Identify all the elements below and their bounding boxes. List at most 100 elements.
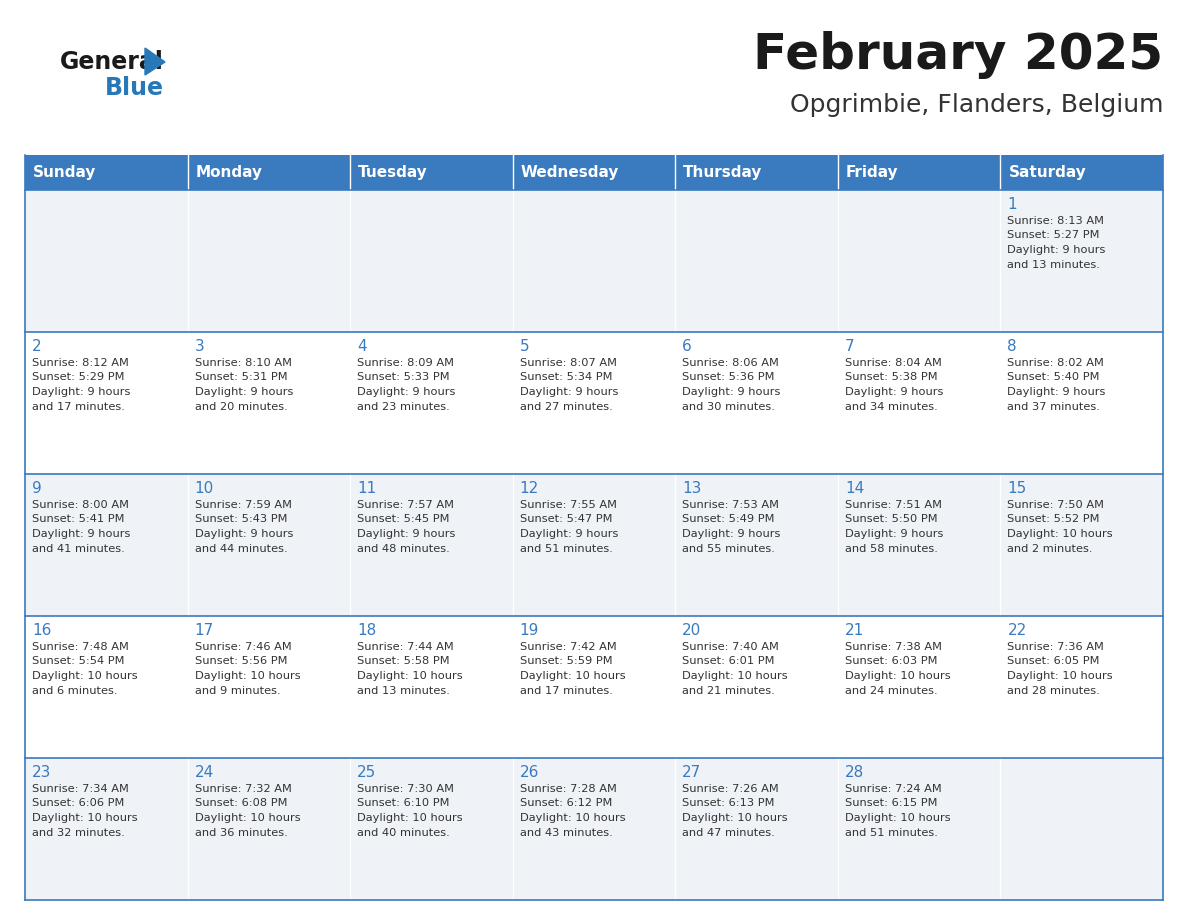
Text: Sunday: Sunday <box>33 165 96 180</box>
Text: Sunrise: 7:40 AM: Sunrise: 7:40 AM <box>682 642 779 652</box>
Text: Sunset: 5:59 PM: Sunset: 5:59 PM <box>519 656 612 666</box>
Text: Daylight: 10 hours: Daylight: 10 hours <box>358 671 463 681</box>
Text: and 20 minutes.: and 20 minutes. <box>195 401 287 411</box>
Text: Sunset: 6:05 PM: Sunset: 6:05 PM <box>1007 656 1100 666</box>
Text: Sunrise: 7:26 AM: Sunrise: 7:26 AM <box>682 784 779 794</box>
Text: Sunrise: 7:53 AM: Sunrise: 7:53 AM <box>682 500 779 510</box>
Text: and 6 minutes.: and 6 minutes. <box>32 686 118 696</box>
Text: Daylight: 10 hours: Daylight: 10 hours <box>682 813 788 823</box>
Text: Sunset: 5:41 PM: Sunset: 5:41 PM <box>32 514 125 524</box>
Text: Sunrise: 8:06 AM: Sunrise: 8:06 AM <box>682 358 779 368</box>
Text: Daylight: 10 hours: Daylight: 10 hours <box>1007 671 1113 681</box>
Text: and 36 minutes.: and 36 minutes. <box>195 827 287 837</box>
Text: 10: 10 <box>195 481 214 496</box>
Text: Sunrise: 7:59 AM: Sunrise: 7:59 AM <box>195 500 291 510</box>
Text: 28: 28 <box>845 765 864 780</box>
Text: Daylight: 9 hours: Daylight: 9 hours <box>1007 387 1106 397</box>
Text: Sunset: 6:01 PM: Sunset: 6:01 PM <box>682 656 775 666</box>
Text: and 44 minutes.: and 44 minutes. <box>195 543 287 554</box>
Text: Sunrise: 8:07 AM: Sunrise: 8:07 AM <box>519 358 617 368</box>
Bar <box>25 155 188 190</box>
Bar <box>25 190 1163 332</box>
Text: and 51 minutes.: and 51 minutes. <box>519 543 613 554</box>
Text: Daylight: 9 hours: Daylight: 9 hours <box>195 387 293 397</box>
Text: Daylight: 9 hours: Daylight: 9 hours <box>845 387 943 397</box>
Bar <box>25 332 1163 474</box>
Text: 27: 27 <box>682 765 702 780</box>
Text: Daylight: 9 hours: Daylight: 9 hours <box>358 387 455 397</box>
Text: 9: 9 <box>32 481 42 496</box>
Text: Sunset: 6:15 PM: Sunset: 6:15 PM <box>845 799 937 809</box>
Text: Sunrise: 7:46 AM: Sunrise: 7:46 AM <box>195 642 291 652</box>
Text: Monday: Monday <box>196 165 263 180</box>
Text: 3: 3 <box>195 339 204 354</box>
Text: 18: 18 <box>358 623 377 638</box>
Text: Daylight: 10 hours: Daylight: 10 hours <box>195 671 301 681</box>
Text: Sunset: 5:50 PM: Sunset: 5:50 PM <box>845 514 937 524</box>
Text: 21: 21 <box>845 623 864 638</box>
Text: Sunset: 6:03 PM: Sunset: 6:03 PM <box>845 656 937 666</box>
Text: 2: 2 <box>32 339 42 354</box>
Text: and 13 minutes.: and 13 minutes. <box>358 686 450 696</box>
Text: Sunrise: 7:42 AM: Sunrise: 7:42 AM <box>519 642 617 652</box>
Bar <box>1000 155 1163 190</box>
Text: Sunrise: 8:09 AM: Sunrise: 8:09 AM <box>358 358 454 368</box>
Text: Sunrise: 7:51 AM: Sunrise: 7:51 AM <box>845 500 942 510</box>
Text: 13: 13 <box>682 481 702 496</box>
Text: 24: 24 <box>195 765 214 780</box>
Text: Sunset: 5:38 PM: Sunset: 5:38 PM <box>845 373 937 383</box>
Text: Sunrise: 7:38 AM: Sunrise: 7:38 AM <box>845 642 942 652</box>
Text: 11: 11 <box>358 481 377 496</box>
Bar <box>25 616 1163 758</box>
Bar <box>188 155 350 190</box>
Text: Opgrimbie, Flanders, Belgium: Opgrimbie, Flanders, Belgium <box>790 93 1163 117</box>
Text: Sunrise: 7:48 AM: Sunrise: 7:48 AM <box>32 642 128 652</box>
Text: Saturday: Saturday <box>1009 165 1086 180</box>
Text: Sunset: 5:58 PM: Sunset: 5:58 PM <box>358 656 450 666</box>
Text: 26: 26 <box>519 765 539 780</box>
Text: and 27 minutes.: and 27 minutes. <box>519 401 613 411</box>
Text: Sunrise: 7:28 AM: Sunrise: 7:28 AM <box>519 784 617 794</box>
Text: Sunrise: 7:24 AM: Sunrise: 7:24 AM <box>845 784 942 794</box>
Text: February 2025: February 2025 <box>753 31 1163 79</box>
Text: and 41 minutes.: and 41 minutes. <box>32 543 125 554</box>
Text: and 37 minutes.: and 37 minutes. <box>1007 401 1100 411</box>
Text: and 23 minutes.: and 23 minutes. <box>358 401 450 411</box>
Text: Sunrise: 8:00 AM: Sunrise: 8:00 AM <box>32 500 129 510</box>
Text: Blue: Blue <box>105 76 164 100</box>
Text: and 47 minutes.: and 47 minutes. <box>682 827 775 837</box>
Text: Daylight: 9 hours: Daylight: 9 hours <box>1007 245 1106 255</box>
Text: Daylight: 10 hours: Daylight: 10 hours <box>519 671 625 681</box>
Bar <box>513 155 675 190</box>
Text: Sunrise: 7:44 AM: Sunrise: 7:44 AM <box>358 642 454 652</box>
Text: 25: 25 <box>358 765 377 780</box>
Text: and 13 minutes.: and 13 minutes. <box>1007 260 1100 270</box>
Text: Daylight: 9 hours: Daylight: 9 hours <box>32 387 131 397</box>
Text: Daylight: 10 hours: Daylight: 10 hours <box>32 813 138 823</box>
Text: and 9 minutes.: and 9 minutes. <box>195 686 280 696</box>
Text: 15: 15 <box>1007 481 1026 496</box>
Text: Sunset: 5:54 PM: Sunset: 5:54 PM <box>32 656 125 666</box>
Text: General: General <box>61 50 164 74</box>
Text: and 55 minutes.: and 55 minutes. <box>682 543 775 554</box>
Bar <box>25 758 1163 900</box>
Text: Sunset: 5:27 PM: Sunset: 5:27 PM <box>1007 230 1100 241</box>
Text: Sunrise: 7:32 AM: Sunrise: 7:32 AM <box>195 784 291 794</box>
Text: 19: 19 <box>519 623 539 638</box>
Text: Sunset: 6:13 PM: Sunset: 6:13 PM <box>682 799 775 809</box>
Text: 23: 23 <box>32 765 51 780</box>
Text: and 43 minutes.: and 43 minutes. <box>519 827 613 837</box>
Text: and 30 minutes.: and 30 minutes. <box>682 401 775 411</box>
Text: 22: 22 <box>1007 623 1026 638</box>
Text: 14: 14 <box>845 481 864 496</box>
Text: Sunset: 5:33 PM: Sunset: 5:33 PM <box>358 373 450 383</box>
Text: Sunset: 5:34 PM: Sunset: 5:34 PM <box>519 373 612 383</box>
Text: Daylight: 10 hours: Daylight: 10 hours <box>32 671 138 681</box>
Text: 7: 7 <box>845 339 854 354</box>
Polygon shape <box>145 48 165 75</box>
Text: and 58 minutes.: and 58 minutes. <box>845 543 937 554</box>
Text: Sunset: 5:56 PM: Sunset: 5:56 PM <box>195 656 287 666</box>
Text: and 17 minutes.: and 17 minutes. <box>32 401 125 411</box>
Bar <box>350 155 513 190</box>
Text: and 32 minutes.: and 32 minutes. <box>32 827 125 837</box>
